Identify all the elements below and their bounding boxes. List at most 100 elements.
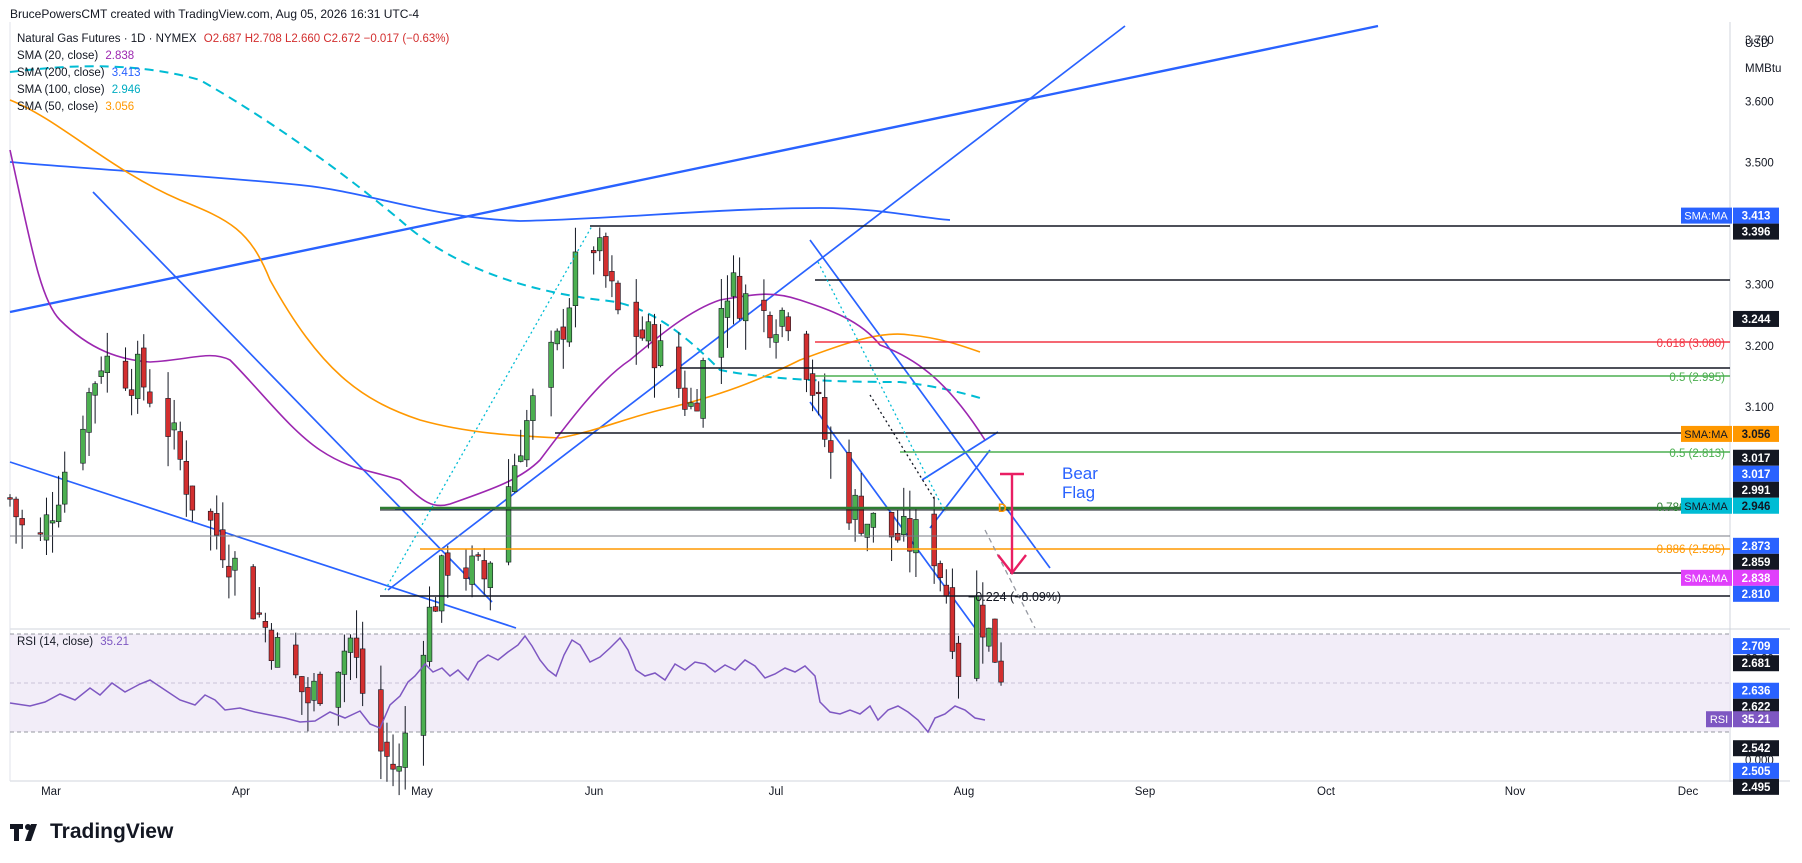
- bear-flag-upper[interactable]: [921, 431, 999, 481]
- legend-sma50[interactable]: SMA (50, close) 3.056: [17, 101, 138, 113]
- candle[interactable]: [858, 472, 864, 536]
- candle[interactable]: [432, 597, 439, 612]
- candle[interactable]: [445, 545, 451, 598]
- long-term-trendline[interactable]: [9, 24, 1379, 314]
- candle[interactable]: [974, 570, 980, 682]
- sma-50-line[interactable]: [9, 99, 981, 439]
- candle[interactable]: [639, 316, 646, 341]
- candle[interactable]: [828, 426, 834, 479]
- candle[interactable]: [937, 560, 943, 592]
- sma-200-line[interactable]: [9, 161, 951, 222]
- candle[interactable]: [530, 388, 536, 440]
- candle[interactable]: [864, 523, 870, 552]
- candle[interactable]: [420, 640, 427, 766]
- candle[interactable]: [183, 440, 190, 517]
- candle[interactable]: [396, 743, 402, 796]
- candle[interactable]: [171, 399, 177, 450]
- candle[interactable]: [986, 627, 992, 652]
- candle[interactable]: [943, 569, 950, 604]
- candle[interactable]: [730, 255, 737, 325]
- candle[interactable]: [268, 623, 275, 670]
- candle[interactable]: [651, 313, 658, 398]
- trendlines[interactable]: [9, 24, 1379, 629]
- legend-sma20[interactable]: SMA (20, close) 2.838: [17, 50, 138, 62]
- candle[interactable]: [141, 334, 147, 401]
- candle[interactable]: [518, 429, 524, 463]
- channel-lower-line[interactable]: [9, 461, 517, 629]
- candle[interactable]: [548, 330, 554, 417]
- candle[interactable]: [815, 381, 822, 416]
- target-arrow[interactable]: [997, 472, 1027, 575]
- candle[interactable]: [949, 568, 956, 660]
- candle[interactable]: [822, 373, 828, 448]
- candle[interactable]: [37, 517, 44, 542]
- candle[interactable]: [92, 381, 98, 424]
- candle[interactable]: [55, 475, 62, 528]
- symbol-legend[interactable]: Natural Gas Futures · 1D · NYMEX O2.687 …: [17, 33, 453, 45]
- candle[interactable]: [505, 459, 512, 566]
- candle[interactable]: [736, 257, 743, 321]
- candle[interactable]: [256, 587, 262, 618]
- candle[interactable]: [481, 548, 487, 595]
- candle[interactable]: [384, 722, 390, 782]
- candle[interactable]: [907, 490, 913, 573]
- candle[interactable]: [688, 387, 694, 410]
- candle[interactable]: [299, 676, 305, 715]
- candle[interactable]: [590, 246, 597, 275]
- candle[interactable]: [232, 551, 238, 596]
- candle[interactable]: [19, 509, 25, 549]
- candle[interactable]: [511, 453, 518, 493]
- candle[interactable]: [207, 508, 214, 551]
- candle[interactable]: [742, 284, 749, 350]
- candle[interactable]: [931, 496, 937, 584]
- downtrend-channel-upper[interactable]: [809, 239, 1051, 569]
- candle[interactable]: [7, 494, 13, 507]
- candle[interactable]: [104, 332, 110, 393]
- tradingview-logo[interactable]: TradingView: [10, 820, 173, 844]
- candle[interactable]: [846, 439, 852, 530]
- candle[interactable]: [992, 618, 998, 663]
- candle[interactable]: [128, 368, 135, 416]
- candle[interactable]: [645, 314, 652, 349]
- candle[interactable]: [390, 734, 396, 787]
- rsi-legend[interactable]: RSI (14, close) 35.21: [17, 636, 133, 648]
- candle[interactable]: [214, 495, 220, 550]
- candle[interactable]: [767, 311, 773, 348]
- candle[interactable]: [463, 549, 469, 591]
- candle[interactable]: [189, 485, 196, 522]
- candle[interactable]: [469, 545, 475, 598]
- candle[interactable]: [700, 357, 706, 428]
- candle[interactable]: [852, 489, 858, 542]
- rsi-line[interactable]: [9, 634, 986, 734]
- candle[interactable]: [487, 561, 494, 611]
- legend-sma200[interactable]: SMA (200, close) 3.413: [17, 67, 145, 79]
- candle[interactable]: [603, 232, 609, 288]
- candle[interactable]: [226, 544, 232, 599]
- candle[interactable]: [177, 421, 183, 471]
- uptrend-channel-line[interactable]: [387, 25, 1126, 591]
- candle[interactable]: [566, 298, 573, 347]
- candle[interactable]: [633, 279, 639, 365]
- candle[interactable]: [274, 632, 281, 668]
- candle[interactable]: [803, 330, 810, 393]
- candle[interactable]: [293, 632, 299, 679]
- candle[interactable]: [122, 347, 129, 391]
- candle[interactable]: [998, 642, 1004, 686]
- time-axis[interactable]: Mar Apr May Jun Jul Aug Sep Oct Nov Dec: [41, 786, 1698, 798]
- candle[interactable]: [955, 635, 962, 699]
- candle[interactable]: [98, 356, 104, 384]
- candle[interactable]: [335, 671, 342, 726]
- candle[interactable]: [597, 227, 603, 262]
- candle[interactable]: [86, 387, 92, 456]
- candle[interactable]: [475, 552, 481, 561]
- candle[interactable]: [250, 564, 256, 620]
- candle[interactable]: [134, 340, 141, 414]
- candle[interactable]: [317, 671, 323, 706]
- bear-flag-lower[interactable]: [929, 449, 991, 529]
- candle[interactable]: [682, 370, 688, 416]
- candle[interactable]: [353, 610, 360, 679]
- candle[interactable]: [262, 612, 269, 643]
- candle[interactable]: [779, 307, 785, 338]
- candle[interactable]: [901, 487, 907, 542]
- candle[interactable]: [13, 496, 19, 544]
